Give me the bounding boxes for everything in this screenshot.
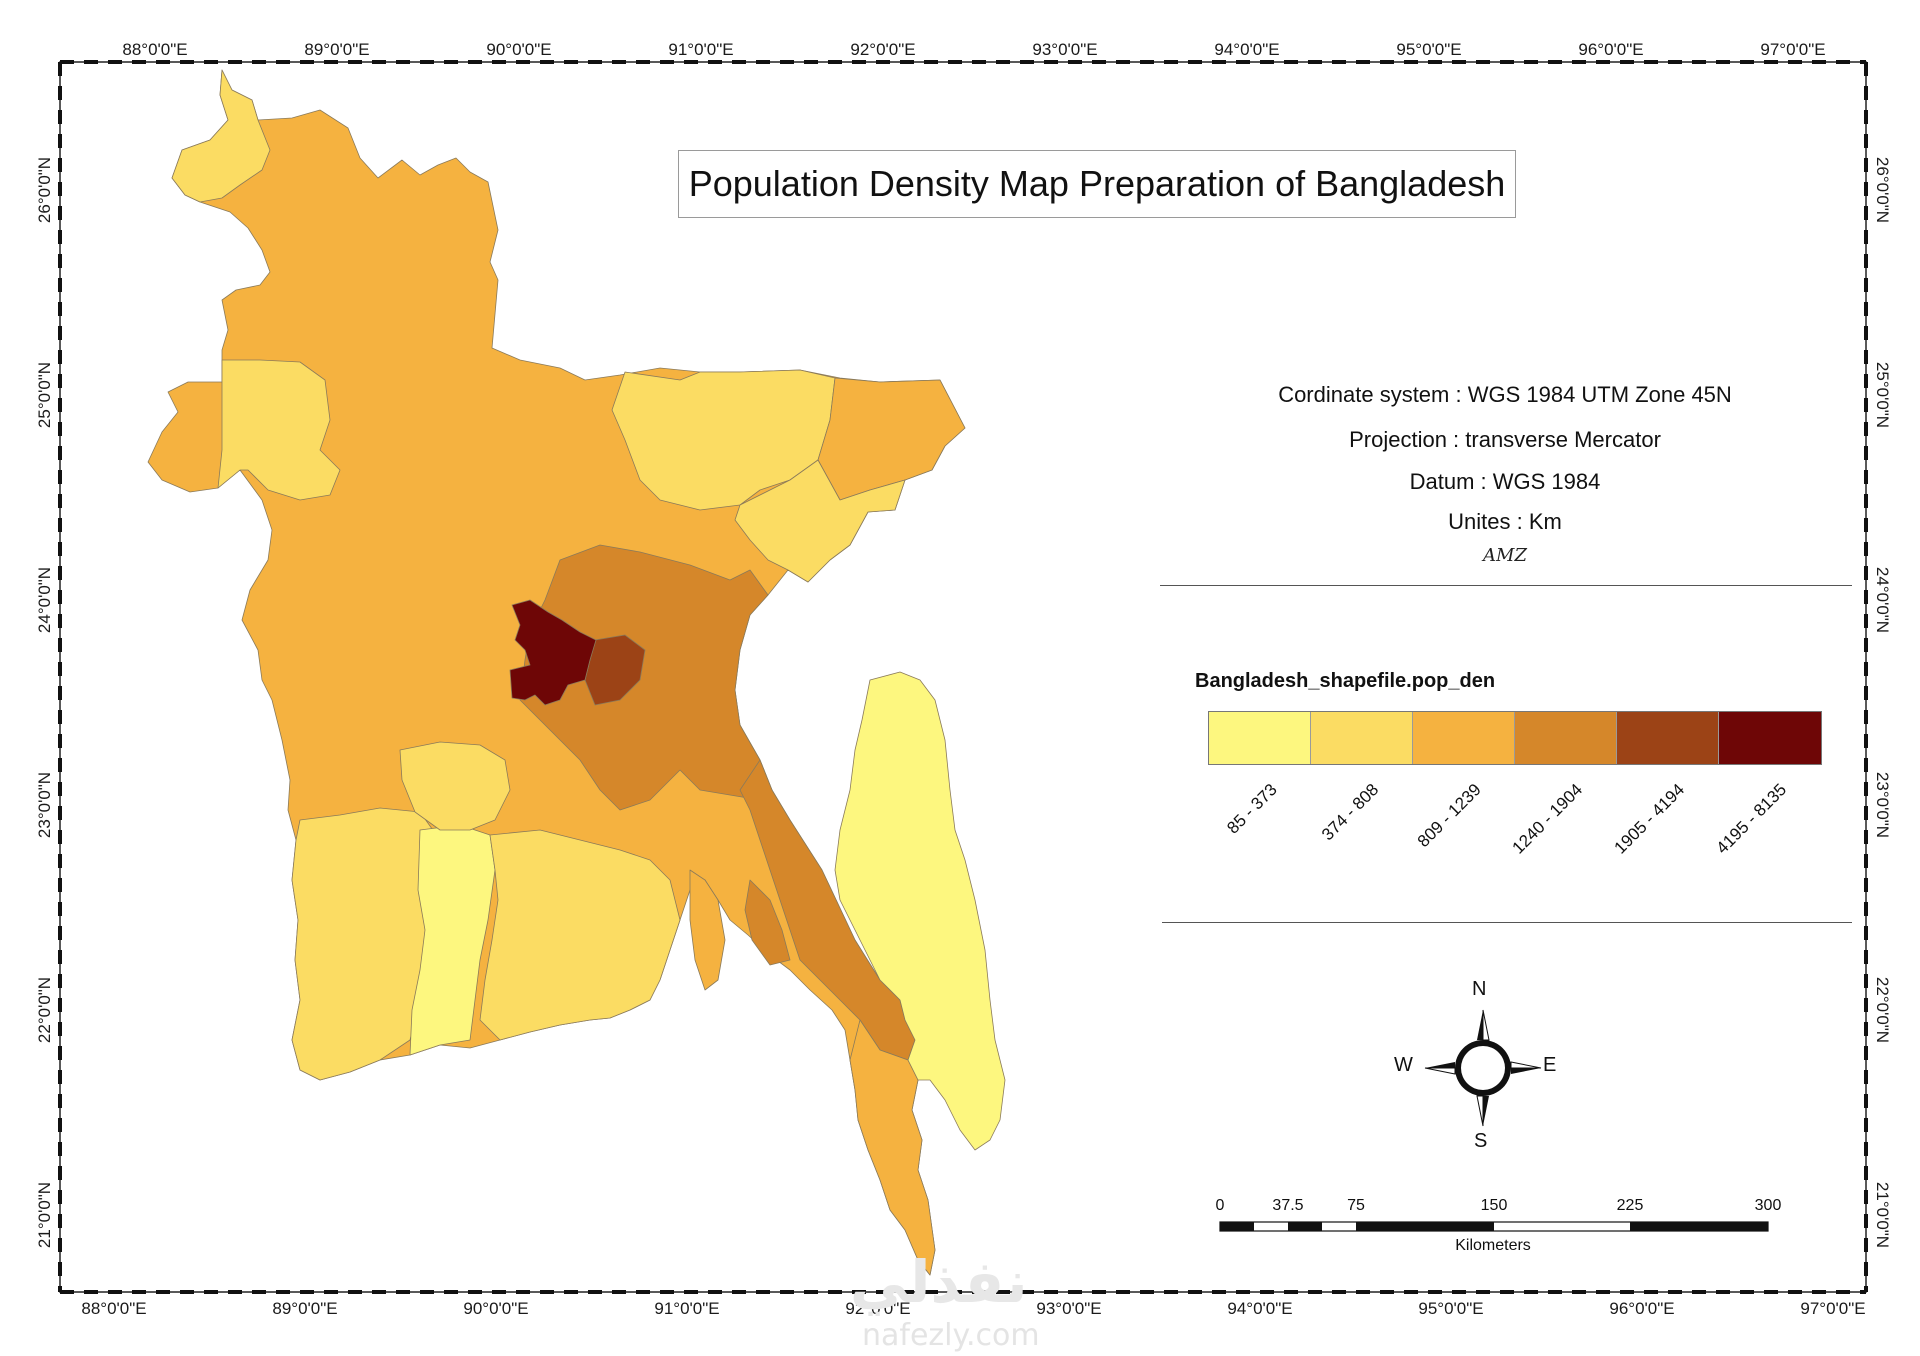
scale-bar-label: 300 xyxy=(1754,1197,1782,1214)
bottom-longitude-label: 93°0'0"E xyxy=(1036,1299,1101,1318)
region-khulna-light xyxy=(291,807,446,1081)
region-west-light xyxy=(217,359,341,501)
compass-east-label: E xyxy=(1543,1054,1557,1076)
top-longitude-label: 93°0'0"E xyxy=(1032,40,1097,59)
bottom-longitude-label: 97°0'0"E xyxy=(1800,1299,1865,1318)
scale-bar-label: 0 xyxy=(1215,1197,1225,1214)
bottom-longitude-label: 94°0'0"E xyxy=(1227,1299,1292,1318)
scale-bar-label: 150 xyxy=(1480,1197,1508,1214)
bottom-longitude-label: 91°0'0"E xyxy=(654,1299,719,1318)
top-longitude-label: 89°0'0"E xyxy=(304,40,369,59)
top-longitude-label: 88°0'0"E xyxy=(122,40,187,59)
right-latitude-label: 25°0'0"N xyxy=(1873,362,1892,428)
top-longitude-label: 95°0'0"E xyxy=(1396,40,1461,59)
left-latitude-label: 23°0'0"N xyxy=(35,772,54,838)
graticule-border xyxy=(58,60,1868,1294)
top-longitude-label: 97°0'0"E xyxy=(1760,40,1825,59)
left-latitude-label: 21°0'0"N xyxy=(35,1182,54,1248)
map-title: Population Density Map Preparation of Ba… xyxy=(688,163,1506,204)
top-longitude-labels: 88°0'0"E 89°0'0"E 90°0'0"E 91°0'0"E 92°0'0"E… xyxy=(122,40,1825,59)
right-latitude-label: 23°0'0"N xyxy=(1873,772,1892,838)
scale-bar-label: 75 xyxy=(1347,1197,1365,1214)
north-arrow-icon xyxy=(1424,1009,1542,1127)
legend-swatch xyxy=(1515,712,1617,764)
right-latitude-labels: 26°0'0"N 25°0'0"N 24°0'0"N 23°0'0"N 22°0'0"N… xyxy=(1873,157,1892,1248)
legend-swatch xyxy=(1617,712,1719,764)
separator-top xyxy=(1160,585,1852,586)
top-longitude-label: 92°0'0"E xyxy=(850,40,915,59)
bangladesh-map xyxy=(147,69,1006,1276)
region-barisal-light xyxy=(479,829,681,1041)
top-longitude-label: 91°0'0"E xyxy=(668,40,733,59)
bottom-longitude-label: 92°0'0"E xyxy=(845,1299,910,1318)
legend-swatch xyxy=(1209,712,1311,764)
units-text: Unites : Km xyxy=(1448,509,1562,534)
map-neatline xyxy=(59,61,1867,1293)
bottom-longitude-label: 96°0'0"E xyxy=(1609,1299,1674,1318)
left-latitude-label: 25°0'0"N xyxy=(35,362,54,428)
right-latitude-label: 22°0'0"N xyxy=(1873,977,1892,1043)
region-bhola xyxy=(689,869,726,991)
watermark-url: nafezly.com xyxy=(862,1318,1040,1353)
legend-swatch xyxy=(1413,712,1515,764)
legend-color-bar xyxy=(1208,711,1822,765)
compass-north-label: N xyxy=(1472,978,1487,1000)
legend-swatch xyxy=(1311,712,1413,764)
left-latitude-label: 26°0'0"N xyxy=(35,157,54,223)
compass-west-label: W xyxy=(1394,1054,1413,1076)
scale-bar xyxy=(1219,1221,1769,1232)
scale-bar-label: 37.5 xyxy=(1272,1197,1304,1214)
left-latitude-label: 24°0'0"N xyxy=(35,567,54,633)
top-longitude-label: 96°0'0"E xyxy=(1578,40,1643,59)
coordinate-system-text: Cordinate system : WGS 1984 UTM Zone 45N xyxy=(1278,382,1732,407)
scale-bar-label: 225 xyxy=(1616,1197,1644,1214)
region-noakhali xyxy=(744,879,791,966)
top-longitude-label: 90°0'0"E xyxy=(486,40,551,59)
right-latitude-label: 21°0'0"N xyxy=(1873,1182,1892,1248)
region-hilltracts xyxy=(834,671,1006,1151)
projection-text: Projection : transverse Mercator xyxy=(1349,427,1661,452)
bottom-longitude-label: 89°0'0"E xyxy=(272,1299,337,1318)
legend-swatch xyxy=(1719,712,1821,764)
bottom-longitude-label: 95°0'0"E xyxy=(1418,1299,1483,1318)
left-latitude-labels: 26°0'0"N 25°0'0"N 24°0'0"N 23°0'0"N 22°0'0"N… xyxy=(35,157,54,1248)
bottom-longitude-label: 90°0'0"E xyxy=(463,1299,528,1318)
region-habiganj-light xyxy=(734,459,906,583)
compass-south-label: S xyxy=(1474,1130,1488,1152)
legend-title: Bangladesh_shapefile.pop_den xyxy=(1195,670,1496,692)
region-sylhet-orange xyxy=(817,377,966,501)
bottom-longitude-labels: 88°0'0"E 89°0'0"E 90°0'0"E 91°0'0"E 92°0'0"E… xyxy=(81,1299,1865,1318)
right-latitude-label: 24°0'0"N xyxy=(1873,567,1892,633)
region-northwest-light xyxy=(171,69,271,203)
top-longitude-label: 94°0'0"E xyxy=(1214,40,1279,59)
region-dhaka xyxy=(509,599,597,706)
watermark-logo: نفذلي xyxy=(850,1248,1028,1316)
datum-text: Datum : WGS 1984 xyxy=(1409,469,1601,494)
map-title-box: Population Density Map Preparation of Ba… xyxy=(678,150,1516,218)
right-latitude-label: 26°0'0"N xyxy=(1873,157,1892,223)
left-latitude-label: 22°0'0"N xyxy=(35,977,54,1043)
author-signature: AMZ xyxy=(1483,545,1527,566)
separator-bottom xyxy=(1162,922,1852,923)
bottom-longitude-label: 88°0'0"E xyxy=(81,1299,146,1318)
region-faridpur-light xyxy=(399,741,511,831)
scale-bar-unit: Kilometers xyxy=(1455,1237,1531,1254)
